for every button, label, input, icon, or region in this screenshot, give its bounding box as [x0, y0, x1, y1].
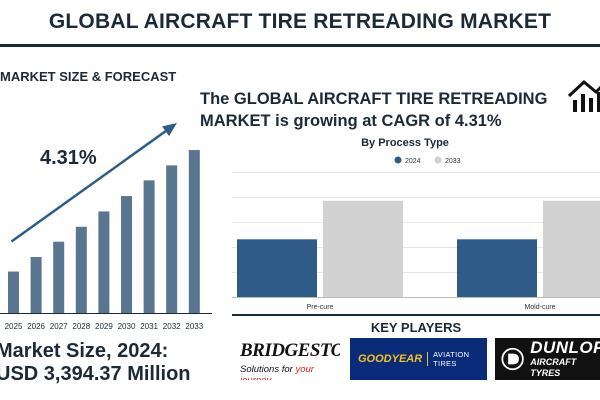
- year-tick-label: 2031: [140, 322, 158, 331]
- market-forecast-chart: 2025 2026 2027 2028 2029 2030 2031 2032 2033 4.31…: [0, 123, 212, 331]
- dunlop-name: DUNLOP: [530, 338, 600, 357]
- year-tick-label: 2029: [95, 322, 113, 331]
- process-bar: [323, 200, 403, 297]
- market-size-line2: USD 3,394.37 Million: [0, 363, 191, 385]
- forecast-bar: [166, 165, 178, 313]
- key-players-divider: [232, 314, 600, 316]
- house-chart-icon: [567, 80, 600, 112]
- goodyear-separator: [427, 352, 429, 366]
- legend-label: 2024: [405, 158, 421, 165]
- year-tick-label: 2030: [118, 322, 136, 331]
- dunlop-flying-d-icon: [501, 347, 524, 371]
- legend-label: 2033: [445, 158, 461, 165]
- bridgestone-name: BRIDGESTONE: [240, 340, 340, 361]
- market-size-heading: MARKET SIZE & FORECAST: [0, 69, 177, 84]
- process-bar: [237, 239, 317, 297]
- forecast-bar: [188, 150, 200, 313]
- page-title: GLOBAL AIRCRAFT TIRE RETREADING MARKET: [48, 10, 552, 33]
- dunlop-subtitle: AIRCRAFT TYRES: [530, 357, 577, 378]
- bridgestone-logo: BRIDGESTONE Solutions for your journey: [240, 338, 340, 380]
- legend-swatch: [394, 156, 402, 164]
- cagr-label: 4.31%: [40, 147, 97, 169]
- forecast-bar: [30, 257, 42, 313]
- category-label: Pre-cure: [307, 304, 334, 311]
- cagr-headline: The GLOBAL AIRCRAFT TIRE RETREADING MARK…: [200, 90, 548, 130]
- legend-swatch: [434, 156, 442, 164]
- market-size-summary: Market Size, 2024: USD 3,394.37 Million: [0, 340, 191, 386]
- bridgestone-tagline: Solutions for your journey: [240, 364, 314, 380]
- goodyear-subtitle: AVIATION TIRES: [433, 350, 470, 368]
- year-tick-label: 2025: [5, 322, 23, 331]
- process-bar: [543, 200, 600, 297]
- chart-title: By Process Type: [361, 137, 449, 149]
- dunlop-logo: DUNLOP AIRCRAFT TYRES: [495, 338, 600, 380]
- forecast-bar: [98, 211, 110, 313]
- year-tick-label: 2032: [163, 322, 181, 331]
- year-tick-label: 2033: [185, 322, 203, 331]
- year-tick-label: 2028: [72, 322, 90, 331]
- process-type-chart: By Process Type 2024 2033 Pre-cure Mold-cure: [232, 137, 600, 311]
- trend-arrow-line: [10, 124, 175, 243]
- year-tick-label: 2026: [27, 322, 45, 331]
- process-bar: [457, 239, 537, 297]
- forecast-bar: [143, 180, 155, 313]
- key-players-title: KEY PLAYERS: [370, 320, 462, 335]
- forecast-bar: [53, 241, 65, 313]
- title-divider: [0, 44, 600, 47]
- year-tick-label: 2027: [50, 322, 68, 331]
- market-size-line1: Market Size, 2024:: [0, 340, 169, 362]
- forecast-bar: [121, 196, 132, 313]
- category-label: Mold-cure: [524, 304, 555, 311]
- forecast-bar: [8, 271, 19, 313]
- forecast-bar: [75, 226, 87, 313]
- goodyear-logo: GOODYEAR AVIATION TIRES: [350, 338, 487, 380]
- goodyear-name: GOODYEAR: [358, 353, 423, 365]
- trend-arrow-head: [162, 123, 177, 137]
- title-bar: GLOBAL AIRCRAFT TIRE RETREADING MARKET: [0, 0, 600, 44]
